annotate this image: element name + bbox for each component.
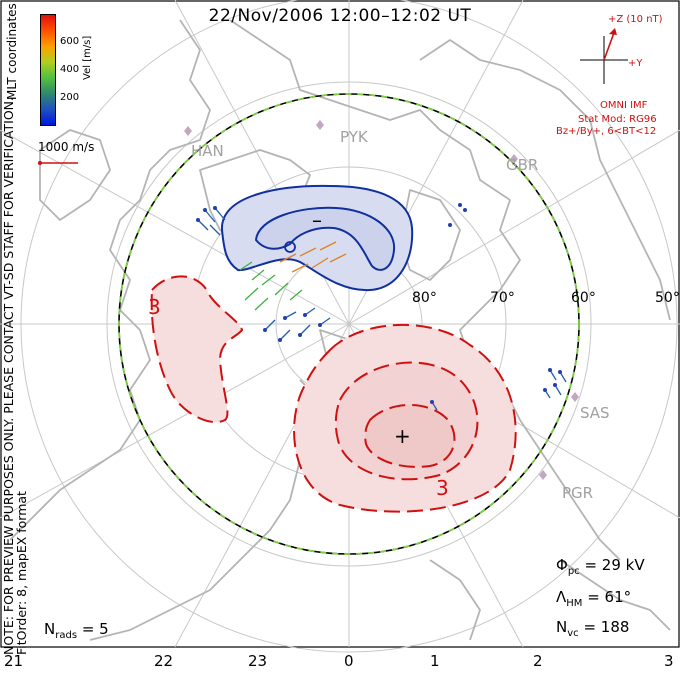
station-marker-pyk xyxy=(316,120,324,130)
positive-potential-cell xyxy=(150,275,517,513)
contour-label-bottom: 3 xyxy=(436,476,449,500)
station-label-sas: SAS xyxy=(580,404,610,422)
radar-count: Nrads = 5 xyxy=(44,620,109,641)
station-marker-sas xyxy=(571,392,579,402)
station-label-han: HAN xyxy=(191,142,224,160)
cross-polar-potential: Φpc = 29 kV xyxy=(556,556,645,577)
fit-order-line: FitOrder: 8, mapEX format xyxy=(14,491,29,655)
colorbar-tick-600: 600 xyxy=(60,36,80,47)
imf-source: OMNI IMF xyxy=(600,100,648,111)
colorbar-tick-200: 200 xyxy=(60,92,80,103)
latitude-label-60: 60° xyxy=(571,290,596,306)
hm-latitude: ΛHM = 61° xyxy=(556,588,632,609)
negative-potential-cell xyxy=(220,184,414,292)
imf-model: Stat Mod: RG96 xyxy=(578,114,657,125)
mlt-label-22: 22 xyxy=(154,652,174,670)
colorbar-tick-400: 400 xyxy=(60,64,80,75)
meridian-grid xyxy=(0,0,680,648)
mlt-label-2: 2 xyxy=(533,652,543,670)
imf-z-label: +Z (10 nT) xyxy=(608,14,663,25)
velocity-colorbar xyxy=(40,14,56,126)
imf-y-label: +Y xyxy=(628,58,643,69)
contour-label-left: 3 xyxy=(148,295,161,319)
imf-condition: Bz+/By+, 6<BT<12 xyxy=(556,126,657,137)
latitude-label-80: 80° xyxy=(412,290,437,306)
latitude-label-50: 50° xyxy=(655,290,680,306)
colorbar-axis-label: Vel [m/s] xyxy=(82,35,93,80)
mlt-label-21: 21 xyxy=(4,652,24,670)
hm-latitude-value: = 61° xyxy=(587,588,632,606)
mlt-label-3: 3 xyxy=(664,652,674,670)
mlt-label-23: 23 xyxy=(248,652,268,670)
velocity-vectors xyxy=(196,203,567,411)
preview-note: NOTE: FOR PREVIEW PURPOSES ONLY. PLEASE … xyxy=(1,97,29,655)
latitude-label-70: 70° xyxy=(490,290,515,306)
station-label-pgr: PGR xyxy=(562,484,594,502)
map-title: 22/Nov/2006 12:00–12:02 UT xyxy=(208,6,472,26)
station-label-pyk: PYK xyxy=(340,128,368,146)
positive-cell-symbol: + xyxy=(394,424,411,448)
mlt-label-1: 1 xyxy=(430,652,440,670)
station-markers xyxy=(184,120,579,480)
cross-polar-potential-value: = 29 kV xyxy=(584,556,645,574)
hm-boundary-green xyxy=(118,93,580,555)
negative-cell-symbol: – xyxy=(312,208,322,232)
coordinate-label: MLT coordinates xyxy=(5,3,19,100)
imf-clock xyxy=(580,28,628,84)
radar-count-value: = 5 xyxy=(81,620,109,638)
scale-vector xyxy=(38,161,78,165)
scale-vector-label: 1000 m/s xyxy=(38,140,95,154)
vector-count-value: = 188 xyxy=(583,618,630,636)
station-marker-pgr xyxy=(539,470,547,480)
station-label-gbr: GBR xyxy=(506,156,539,174)
mlt-label-0: 0 xyxy=(344,652,354,670)
vector-count: Nvc = 188 xyxy=(556,618,630,639)
station-marker-han xyxy=(184,126,192,136)
station-marker-gbr xyxy=(510,154,518,164)
